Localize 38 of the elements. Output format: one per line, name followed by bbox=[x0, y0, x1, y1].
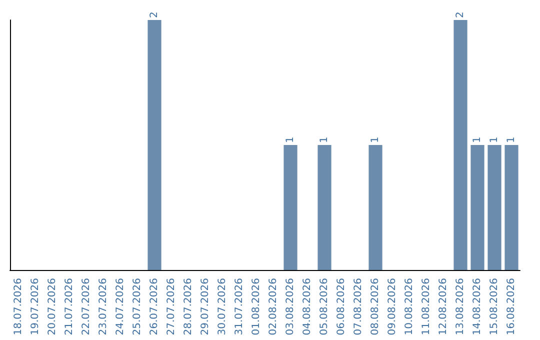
data-label: 1 bbox=[370, 136, 381, 143]
x-tick-label: 10.08.2026 bbox=[404, 278, 415, 336]
data-label: 1 bbox=[472, 136, 483, 143]
x-tick-label: 19.07.2026 bbox=[30, 278, 41, 336]
x-tick-label: 26.07.2026 bbox=[149, 278, 160, 336]
x-tick-label: 25.07.2026 bbox=[132, 278, 143, 336]
x-tick-label: 31.07.2026 bbox=[234, 278, 245, 336]
x-tick-label: 21.07.2026 bbox=[64, 278, 75, 336]
x-tick-label: 02.08.2026 bbox=[268, 278, 279, 336]
x-tick-label: 06.08.2026 bbox=[336, 278, 347, 336]
data-label: 2 bbox=[455, 12, 466, 18]
x-tick-label: 05.08.2026 bbox=[319, 278, 330, 336]
x-tick-label: 12.08.2026 bbox=[438, 278, 449, 336]
x-tick-label: 28.07.2026 bbox=[183, 278, 194, 336]
x-tick-label: 13.08.2026 bbox=[455, 278, 466, 336]
x-tick-label: 07.08.2026 bbox=[353, 278, 364, 336]
x-tick-label: 14.08.2026 bbox=[472, 278, 483, 336]
x-tick-label: 11.08.2026 bbox=[421, 278, 432, 336]
x-tick-label: 27.07.2026 bbox=[166, 278, 177, 336]
x-tick-label: 04.08.2026 bbox=[302, 278, 313, 336]
data-label: 2 bbox=[149, 12, 160, 18]
x-tick-label: 23.07.2026 bbox=[98, 278, 109, 336]
x-tick-label: 16.08.2026 bbox=[506, 278, 517, 336]
x-tick-label: 15.08.2026 bbox=[489, 278, 500, 336]
data-label: 1 bbox=[319, 136, 330, 143]
x-tick-label: 03.08.2026 bbox=[285, 278, 296, 336]
x-tick-label: 08.08.2026 bbox=[370, 278, 381, 336]
x-tick-label: 01.08.2026 bbox=[251, 278, 262, 336]
x-tick-label: 29.07.2026 bbox=[200, 278, 211, 336]
data-label: 1 bbox=[285, 136, 296, 143]
x-tick-label: 24.07.2026 bbox=[115, 278, 126, 336]
x-tick-label: 09.08.2026 bbox=[387, 278, 398, 336]
data-label: 1 bbox=[506, 136, 517, 143]
x-tick-label: 18.07.2026 bbox=[13, 278, 24, 336]
x-tick-label: 30.07.2026 bbox=[217, 278, 228, 336]
data-label: 1 bbox=[489, 136, 500, 143]
x-tick-label: 22.07.2026 bbox=[81, 278, 92, 336]
x-tick-label: 20.07.2026 bbox=[47, 278, 58, 336]
